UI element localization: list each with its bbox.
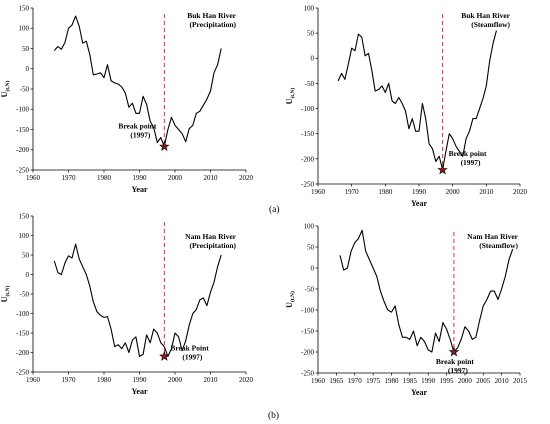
y-tick-label: -150: [301, 130, 314, 138]
chart-title: Nam Han River (Precipitation): [185, 232, 236, 250]
x-axis-label: Year: [132, 387, 148, 396]
y-tick-label: 150: [19, 212, 30, 220]
x-axis-label: Year: [411, 199, 427, 208]
y-tick-label: -200: [301, 155, 314, 163]
x-tick-label: 2020: [513, 188, 528, 196]
y-tick-label: 100: [19, 25, 30, 33]
x-tick-label: 1970: [345, 188, 360, 196]
x-axis-label: Year: [132, 185, 148, 194]
x-tick-label: 2010: [479, 188, 494, 196]
x-tick-label: 1980: [378, 188, 393, 196]
y-tick-label: 50: [307, 30, 315, 38]
x-tick-label: 1960: [311, 188, 326, 196]
y-tick-label: 0: [311, 55, 315, 63]
y-tick-label: 0: [26, 65, 30, 73]
x-tick-label: 1970: [62, 174, 77, 182]
y-tick-label: -100: [301, 105, 314, 113]
series-line: [53, 15, 222, 148]
y-tick-label: 150: [19, 4, 30, 12]
x-tick-label: 1995: [440, 377, 455, 385]
x-tick-label: 2015: [513, 377, 528, 385]
y-tick-label: -250: [301, 369, 314, 377]
x-tick-label: 2000: [168, 174, 183, 182]
y-tick-label: -150: [301, 327, 314, 335]
y-tick-label: -200: [16, 349, 29, 357]
chart-title: Nam Han River (Steamflow): [467, 232, 518, 250]
y-tick-label: 50: [22, 45, 30, 53]
y-tick-label: -50: [305, 285, 315, 293]
panel-label-b: (b): [268, 410, 279, 421]
x-tick-label: 1990: [421, 377, 436, 385]
break-point-annotation: Break point (1997): [436, 357, 474, 375]
x-tick-label: 1960: [311, 377, 326, 385]
x-tick-label: 2000: [458, 377, 473, 385]
x-axis-label: Year: [411, 388, 427, 397]
x-tick-label: 2000: [168, 376, 183, 384]
y-tick-label: 100: [304, 4, 315, 12]
y-tick-label: -200: [16, 146, 29, 154]
x-tick-label: 1960: [26, 376, 41, 384]
x-tick-label: 1975: [366, 377, 381, 385]
x-tick-label: 2005: [476, 377, 491, 385]
x-tick-label: 2010: [204, 376, 219, 384]
x-tick-label: 1965: [329, 377, 344, 385]
y-tick-label: -50: [20, 290, 30, 298]
series-line: [337, 30, 497, 171]
x-tick-label: 1970: [348, 377, 363, 385]
chart-title: Buk Han River (Precipitation): [187, 11, 236, 29]
break-point-star: [159, 141, 170, 151]
x-tick-label: 2010: [204, 174, 219, 182]
y-axis-label: U(t,N): [285, 291, 296, 308]
x-tick-label: 1980: [97, 174, 112, 182]
x-tick-label: 1985: [403, 377, 418, 385]
series-line: [339, 229, 514, 353]
y-tick-label: -150: [16, 126, 29, 134]
x-tick-label: 2020: [239, 174, 254, 182]
break-point-annotation: Break point (1997): [449, 149, 487, 167]
break-point-star: [159, 350, 170, 361]
y-tick-label: 100: [19, 232, 30, 240]
series-line: [53, 243, 222, 357]
y-tick-label: -250: [16, 166, 29, 174]
break-point-annotation: Break Point (1997): [170, 343, 209, 361]
x-tick-label: 1980: [384, 377, 399, 385]
y-axis-label: U(t,N): [285, 88, 296, 105]
x-tick-label: 1980: [97, 376, 112, 384]
y-tick-label: 100: [304, 222, 315, 230]
y-tick-label: -150: [16, 329, 29, 337]
x-tick-label: 2020: [239, 376, 254, 384]
x-tick-label: 1990: [133, 376, 148, 384]
y-tick-label: -100: [16, 106, 29, 114]
y-axis-label: U(t,N): [0, 81, 11, 98]
break-point-star: [448, 346, 460, 357]
y-tick-label: -250: [16, 368, 29, 376]
y-tick-label: -200: [301, 348, 314, 356]
y-axis-label: U(t,N): [0, 286, 11, 303]
y-tick-label: -100: [16, 310, 29, 318]
y-tick-label: -50: [20, 85, 30, 93]
panel-label-a: (a): [269, 204, 280, 215]
break-point-star: [437, 164, 448, 175]
x-tick-label: 1960: [26, 174, 41, 182]
y-tick-label: 50: [307, 243, 315, 251]
y-tick-label: -50: [305, 80, 315, 88]
chart-title: Buk Han River (Steamflow): [461, 11, 510, 29]
x-tick-label: 2010: [495, 377, 510, 385]
x-tick-label: 1970: [62, 376, 77, 384]
y-tick-label: 0: [311, 264, 315, 272]
x-tick-label: 2000: [446, 188, 461, 196]
y-tick-label: -100: [301, 306, 314, 314]
x-tick-label: 1990: [133, 174, 148, 182]
break-point-annotation: Break point (1997): [118, 122, 156, 140]
y-tick-label: 50: [22, 251, 30, 259]
y-tick-label: 0: [26, 271, 30, 279]
x-tick-label: 1990: [412, 188, 427, 196]
y-tick-label: -250: [301, 180, 314, 188]
